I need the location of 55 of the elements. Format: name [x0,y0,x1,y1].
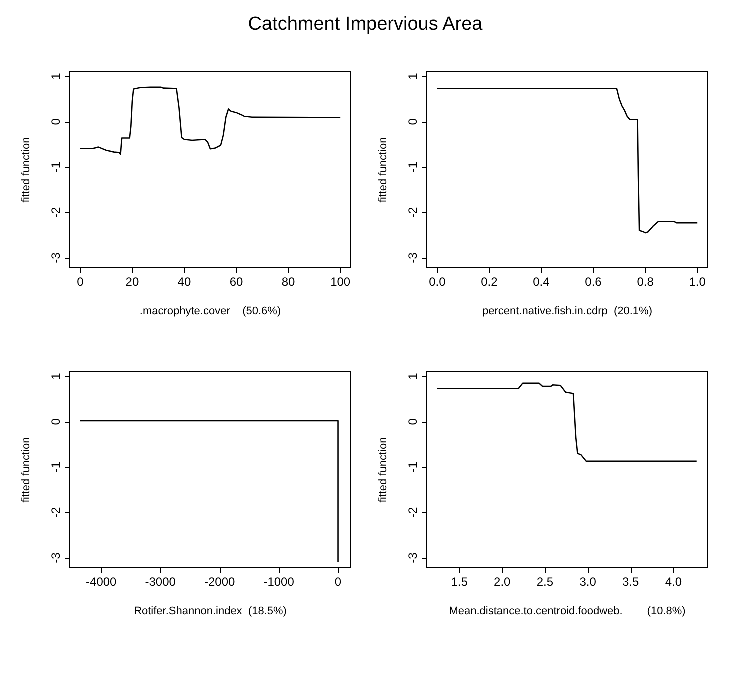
line-series [80,86,342,156]
x-tick-label: -4000 [86,575,118,589]
y-tick-label: 0 [49,418,63,426]
y-tick-label: 0 [49,118,63,126]
x-tick-label: 0.2 [481,275,498,289]
x-tick-label: -3000 [145,575,176,589]
y-tick-label: 0 [406,118,420,126]
x-tick-label: 0 [334,575,342,589]
x-tick-label: 2.5 [536,575,554,589]
x-tick-label: 80 [282,275,296,289]
y-tick-label: -2 [49,206,63,218]
x-tick-label: 0.4 [533,275,550,289]
line-series [436,88,698,234]
x-tick-label: 60 [230,275,244,289]
x-tick-label: 0.6 [585,275,602,289]
x-tick-label: 1.5 [451,575,468,589]
y-tick-label: -2 [49,506,63,518]
y-tick-label: -1 [49,462,63,473]
y-axis-title: fitted function [378,437,390,503]
x-tick-label: 2.0 [494,575,512,589]
y-tick-label: -2 [406,206,420,218]
x-tick-label: 3.5 [622,575,640,589]
x-tick-label: 0 [77,275,84,289]
y-tick-label: -3 [406,552,420,564]
chart-title: Catchment Impervious Area [247,13,484,37]
y-tick-label: -1 [406,162,420,173]
y-tick-label: 1 [406,72,420,80]
y-axis-title: fitted function [20,137,32,203]
y-tick-label: -3 [49,252,63,264]
x-tick-label: 0.8 [637,275,654,289]
y-tick-label: 1 [406,372,420,380]
x-tick-label: 0.0 [429,275,446,289]
y-tick-label: -3 [406,252,420,264]
y-tick-label: 1 [49,72,63,80]
line-series [436,382,698,462]
y-axis-title: fitted function [20,437,32,503]
x-axis-title: .macrophyte.cover (50.6%) [140,306,282,318]
y-tick-label: 1 [49,372,63,380]
y-tick-label: 0 [406,418,420,426]
x-tick-label: 40 [178,275,192,289]
x-tick-label: 1.0 [689,275,706,289]
x-axis-title: Rotifer.Shannon.index (18.5%) [134,606,287,618]
x-tick-label: 4.0 [665,575,682,589]
x-tick-label: 100 [330,275,351,289]
x-tick-label: 20 [126,275,140,289]
x-tick-label: -1000 [264,575,295,589]
x-tick-label: -2000 [204,575,236,589]
y-tick-label: -1 [49,162,63,173]
y-tick-label: -3 [49,552,63,564]
y-tick-label: -1 [406,462,420,473]
x-tick-label: 3.0 [580,575,597,589]
x-axis-title: percent.native.fish.in.cdrp (20.1%) [482,306,652,318]
y-axis-title: fitted function [378,137,390,203]
y-tick-label: -2 [406,506,420,518]
x-axis-title: Mean.distance.to.centroid.foodweb. (10.8%) [449,606,686,618]
